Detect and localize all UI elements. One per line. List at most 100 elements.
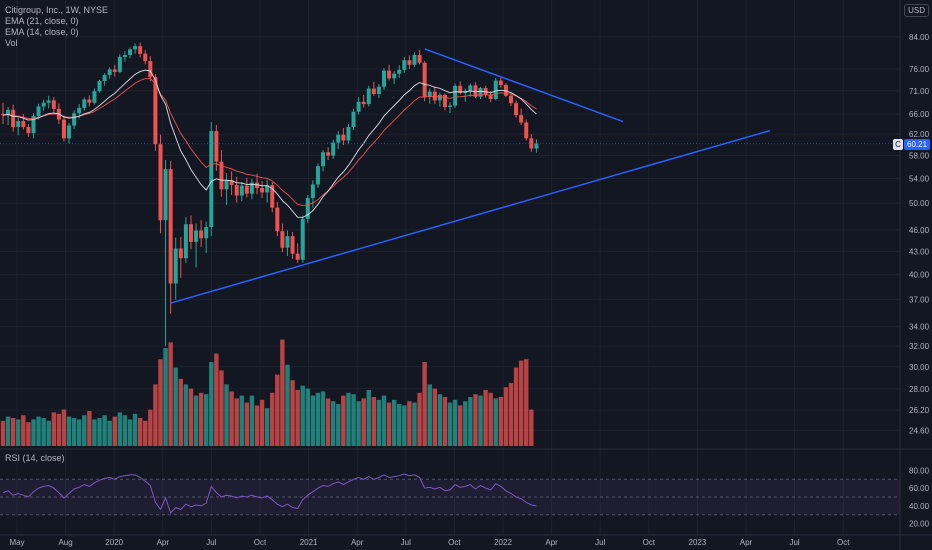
volume-bar bbox=[158, 359, 163, 446]
volume-bar bbox=[26, 422, 31, 446]
candle-body bbox=[143, 53, 148, 62]
volume-bar bbox=[92, 419, 97, 446]
candle-body bbox=[453, 85, 458, 106]
volume-bar bbox=[351, 394, 356, 446]
volume-bar bbox=[503, 387, 509, 446]
volume-bar bbox=[127, 419, 133, 446]
price-tick-label: 76.00 bbox=[909, 65, 930, 74]
volume-bar bbox=[452, 399, 458, 446]
volume-label[interactable]: Vol bbox=[5, 38, 18, 48]
last-price-tag: 60.21 bbox=[904, 139, 931, 150]
candle-body bbox=[432, 91, 437, 101]
candle-body bbox=[412, 54, 417, 65]
volume-bar bbox=[483, 390, 488, 446]
volume-bar bbox=[376, 399, 382, 446]
currency-badge[interactable]: USD bbox=[904, 4, 929, 17]
volume-bar bbox=[249, 395, 255, 446]
volume-bar bbox=[305, 388, 310, 446]
time-tick-label: Oct bbox=[643, 538, 656, 547]
candle-body bbox=[229, 180, 234, 186]
time-tick-label: Apr bbox=[740, 538, 753, 547]
candle-body bbox=[493, 80, 498, 99]
volume-bar bbox=[122, 415, 128, 446]
candle-body bbox=[97, 80, 102, 92]
time-tick-label: Apr bbox=[545, 538, 558, 547]
candle-body bbox=[6, 109, 11, 116]
price-tick-label: 37.00 bbox=[909, 296, 930, 305]
candle-body bbox=[305, 198, 310, 219]
volume-bar bbox=[442, 397, 448, 446]
volume-bar bbox=[61, 409, 67, 446]
candle-body bbox=[77, 107, 82, 114]
time-tick-label: Jul bbox=[206, 538, 216, 547]
symbol-label[interactable]: Citigroup, Inc., 1W, NYSE bbox=[5, 5, 109, 15]
candle-body bbox=[194, 230, 199, 242]
ema-lines bbox=[2, 69, 537, 218]
time-tick-label: 2021 bbox=[300, 538, 318, 547]
candle-body bbox=[72, 113, 77, 126]
candle-body bbox=[234, 185, 239, 196]
volume-bar bbox=[270, 392, 275, 446]
volume-bar bbox=[341, 395, 346, 446]
volume-bar bbox=[107, 420, 112, 446]
volume-bar bbox=[219, 370, 224, 446]
price-tick-label: 54.00 bbox=[909, 174, 930, 183]
candle-body bbox=[122, 54, 127, 57]
candle-body bbox=[473, 85, 478, 97]
candle-body bbox=[285, 236, 290, 248]
main-legend: Citigroup, Inc., 1W, NYSE EMA (21, close… bbox=[5, 5, 108, 49]
candle-body bbox=[417, 54, 422, 63]
volume-bar bbox=[488, 392, 493, 446]
ema21-label[interactable]: EMA (21, close, 0) bbox=[5, 16, 79, 26]
time-tick-label: Apr bbox=[351, 538, 364, 547]
candle-body bbox=[11, 109, 16, 128]
candle-body bbox=[133, 46, 138, 50]
volume-bar bbox=[209, 362, 214, 446]
ema14-label[interactable]: EMA (14, close, 0) bbox=[5, 27, 79, 37]
volume-bar bbox=[386, 402, 392, 446]
time-tick-label: Oct bbox=[448, 538, 461, 547]
volume-bar bbox=[513, 367, 519, 446]
candle-body bbox=[158, 144, 163, 221]
volume-bar bbox=[478, 395, 483, 446]
price-tick-label: 71.00 bbox=[909, 87, 930, 96]
ema21-line bbox=[2, 77, 537, 207]
volume-bar bbox=[71, 418, 77, 446]
candle-body bbox=[437, 94, 442, 101]
price-tick-label: 62.00 bbox=[909, 130, 930, 139]
trendline[interactable] bbox=[170, 129, 771, 304]
volume-bar bbox=[407, 401, 412, 446]
price-tick-label: 26.20 bbox=[909, 406, 930, 415]
volume-bar bbox=[458, 405, 463, 446]
rsi-tick-label: 80.00 bbox=[909, 466, 930, 475]
candle-body bbox=[402, 60, 407, 70]
candle-body bbox=[280, 231, 285, 248]
candle-body bbox=[310, 184, 315, 199]
volume-bar bbox=[224, 384, 229, 446]
time-tick-label: Jul bbox=[595, 538, 605, 547]
trendline[interactable] bbox=[424, 48, 624, 123]
trendlines[interactable] bbox=[0, 48, 900, 304]
volume-bar bbox=[198, 392, 204, 446]
volume-bar bbox=[112, 416, 117, 446]
candle-body bbox=[112, 69, 117, 72]
candle-body bbox=[46, 100, 51, 103]
volume-bar bbox=[204, 394, 209, 446]
candle-body bbox=[448, 105, 453, 107]
time-tick-label: 2020 bbox=[105, 538, 123, 547]
price-tick-label: 46.00 bbox=[909, 226, 930, 235]
volume-bar bbox=[402, 405, 407, 446]
price-tick-label: 32.00 bbox=[909, 342, 930, 351]
price-tick-label: 24.60 bbox=[909, 426, 930, 435]
volume-bars bbox=[0, 339, 534, 446]
candle-body bbox=[168, 169, 173, 284]
candle-body bbox=[188, 224, 193, 242]
candle-body bbox=[239, 185, 244, 196]
volume-bar bbox=[117, 412, 123, 446]
volume-bar bbox=[143, 420, 148, 446]
volume-bar bbox=[356, 401, 361, 446]
rsi-legend[interactable]: RSI (14, close) bbox=[5, 453, 65, 463]
candle-body bbox=[26, 127, 31, 134]
candle-body bbox=[371, 88, 376, 94]
